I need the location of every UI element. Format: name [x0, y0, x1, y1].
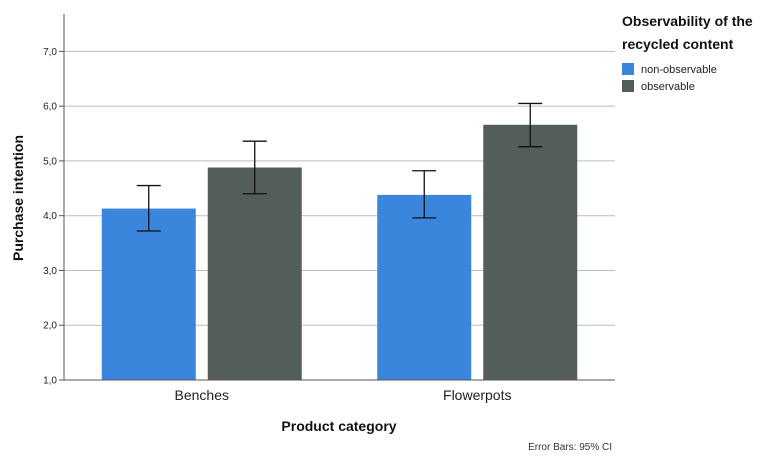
legend-label-non-observable: non-observable	[641, 64, 717, 76]
bar-observable-benches	[207, 167, 302, 380]
y-tick-label: 3,0	[43, 266, 57, 277]
y-tick-label: 4,0	[43, 211, 57, 222]
bar-non-observable-flowerpots	[377, 194, 472, 380]
y-tick-label: 7,0	[43, 47, 57, 58]
error-bars-note: Error Bars: 95% CI	[528, 442, 612, 453]
bar-observable-flowerpots	[483, 124, 578, 380]
legend-label-observable: observable	[641, 81, 695, 93]
x-axis-title: Product category	[281, 418, 396, 434]
y-tick-label: 6,0	[43, 102, 57, 113]
legend-title-line-1: Observability of the	[622, 13, 753, 29]
x-category-label: Benches	[175, 387, 229, 403]
bar-non-observable-benches	[101, 208, 196, 380]
axes	[63, 14, 615, 381]
y-axis-title: Purchase intention	[10, 135, 26, 261]
legend-swatch-non-observable	[622, 63, 634, 75]
y-tick-label: 2,0	[43, 321, 57, 332]
bars	[101, 124, 578, 380]
y-tick-label: 1,0	[43, 376, 57, 387]
x-axis-categories: Benches Flowerpots	[175, 387, 512, 403]
y-tick-label: 5,0	[43, 156, 57, 167]
y-axis-ticks: 1,0 2,0 3,0 4,0 5,0 6,0 7,0	[43, 47, 64, 387]
legend-title-line-2: recycled content	[622, 36, 734, 52]
legend: Observability of the recycled content no…	[622, 13, 753, 93]
legend-swatch-observable	[622, 80, 634, 92]
x-category-label: Flowerpots	[443, 387, 511, 403]
error-bars	[136, 102, 543, 232]
legend-items: non-observable observable	[622, 63, 717, 93]
